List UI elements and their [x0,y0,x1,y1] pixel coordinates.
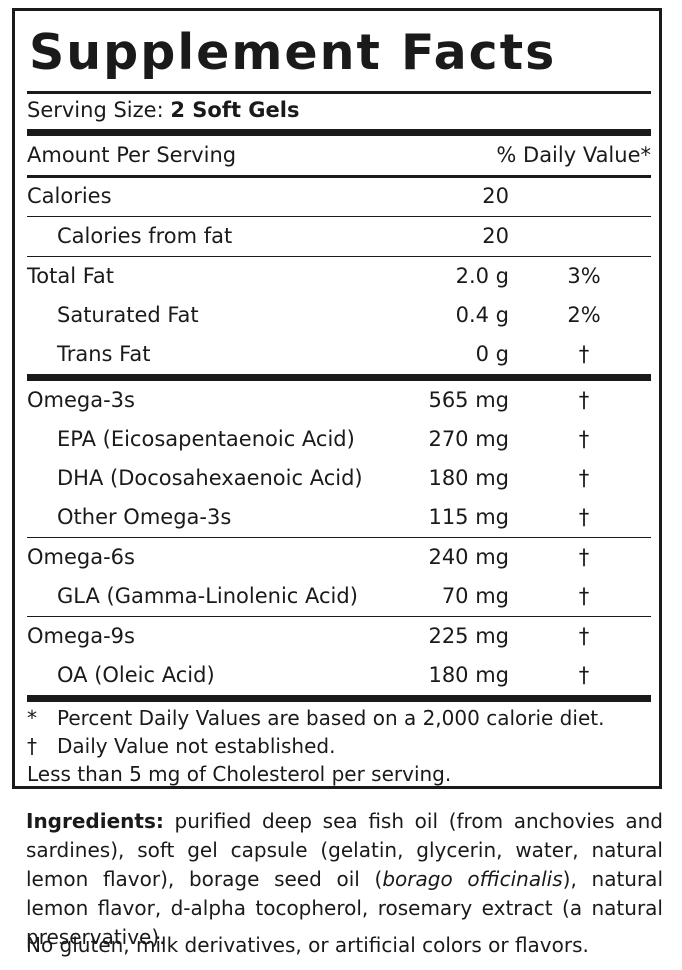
nutrient-name: EPA (Eicosapentaenoic Acid) [57,427,355,451]
row-divider [27,216,651,217]
serving-size-value: 2 Soft Gels [170,98,300,122]
nutrient-amount: 0 g [475,342,509,366]
nutrient-row-epa: EPA (Eicosapentaenoic Acid) 270 mg † [27,420,651,459]
nutrient-daily-value: † [578,663,590,687]
nutrient-name: Omega-9s [27,624,135,648]
footnote-dagger: † Daily Value not established. [27,732,335,760]
nutrient-amount: 2.0 g [455,264,509,288]
nutrient-amount: 0.4 g [455,303,509,327]
ingredients-botanical-name: borago officinalis [382,867,563,891]
nutrient-daily-value: † [578,505,590,529]
nutrient-amount: 20 [482,224,509,248]
nutrient-row-total-fat: Total Fat 2.0 g 3% [27,257,651,296]
nutrient-row-dha: DHA (Docosahexaenoic Acid) 180 mg † [27,459,651,498]
nutrient-name: Calories from fat [57,224,233,248]
nutrient-row-saturated-fat: Saturated Fat 0.4 g 2% [27,296,651,335]
amount-per-serving-label: Amount Per Serving [27,143,237,167]
serving-size-label: Serving Size: [27,98,164,122]
footnote-daily-values-text: Percent Daily Values are based on a 2,00… [57,706,605,730]
nutrient-row-calories-from-fat: Calories from fat 20 [27,217,651,256]
ingredients-text-part-1: purified deep sea fish oil (from anchovi… [26,809,663,891]
nutrient-amount: 270 mg [428,427,509,451]
nutrient-row-omega-3s: Omega-3s 565 mg † [27,381,651,420]
nutrient-row-omega-6s: Omega-6s 240 mg † [27,538,651,577]
footnote-dagger-text: Daily Value not established. [57,734,336,758]
nutrient-name: Omega-6s [27,545,135,569]
ingredients-label: Ingredients: [26,809,164,833]
divider-below-serving [27,129,651,136]
panel-title: Supplement Facts [29,24,557,81]
nutrient-row-trans-fat: Trans Fat 0 g † [27,335,651,374]
nutrient-row-other-omega-3s: Other Omega-3s 115 mg † [27,498,651,537]
nutrient-row-oa: OA (Oleic Acid) 180 mg † [27,656,651,695]
divider-below-header [27,175,651,178]
divider-above-footnotes [27,695,651,702]
nutrient-name: Calories [27,184,112,208]
nutrient-daily-value: † [578,584,590,608]
ingredients-text-part-2: ), natural lemon flavor, d-alpha tocophe… [26,867,663,949]
nutrient-name: Total Fat [27,264,114,288]
nutrient-row-calories: Calories 20 [27,177,651,216]
nutrient-amount: 180 mg [428,466,509,490]
nutrient-daily-value: 3% [567,264,601,288]
daily-value-header: % Daily Value* [496,143,651,167]
nutrient-amount: 115 mg [428,505,509,529]
nutrient-amount: 180 mg [428,663,509,687]
dagger-symbol: † [27,734,37,758]
nutrient-name: GLA (Gamma-Linolenic Acid) [57,584,358,608]
nutrient-name: Omega-3s [27,388,135,412]
serving-size: Serving Size: 2 Soft Gels [27,93,651,129]
nutrient-name: Trans Fat [57,342,151,366]
nutrient-daily-value: † [578,427,590,451]
nutrient-row-gla: GLA (Gamma-Linolenic Acid) 70 mg † [27,577,651,616]
nutrient-amount: 70 mg [441,584,509,608]
footnote-cholesterol: Less than 5 mg of Cholesterol per servin… [27,762,452,786]
nutrient-daily-value: † [578,545,590,569]
nutrient-name: Other Omega-3s [57,505,232,529]
nutrient-row-omega-9s: Omega-9s 225 mg † [27,617,651,656]
free-from-statement: No gluten, milk derivatives, or artifici… [26,933,589,957]
row-divider [27,537,651,538]
nutrient-amount: 225 mg [428,624,509,648]
column-header-row: Amount Per Serving % Daily Value* [27,136,651,175]
divider-below-title [27,91,651,94]
nutrient-daily-value: † [578,466,590,490]
nutrient-amount: 20 [482,184,509,208]
nutrient-daily-value: † [578,388,590,412]
ingredients-statement: Ingredients: purified deep sea fish oil … [26,807,663,952]
row-divider [27,616,651,617]
footnote-daily-values: * Percent Daily Values are based on a 2,0… [27,704,604,732]
supplement-facts-panel: Supplement Facts Serving Size: 2 Soft Ge… [12,8,662,789]
nutrient-amount: 240 mg [428,545,509,569]
asterisk-symbol: * [27,706,37,730]
divider-below-fats [27,374,651,381]
nutrient-name: Saturated Fat [57,303,199,327]
nutrient-daily-value: † [578,342,590,366]
nutrient-name: OA (Oleic Acid) [57,663,215,687]
nutrient-daily-value: † [578,624,590,648]
nutrient-name: DHA (Docosahexaenoic Acid) [57,466,363,490]
row-divider [27,256,651,257]
nutrient-daily-value: 2% [567,303,601,327]
nutrient-amount: 565 mg [428,388,509,412]
